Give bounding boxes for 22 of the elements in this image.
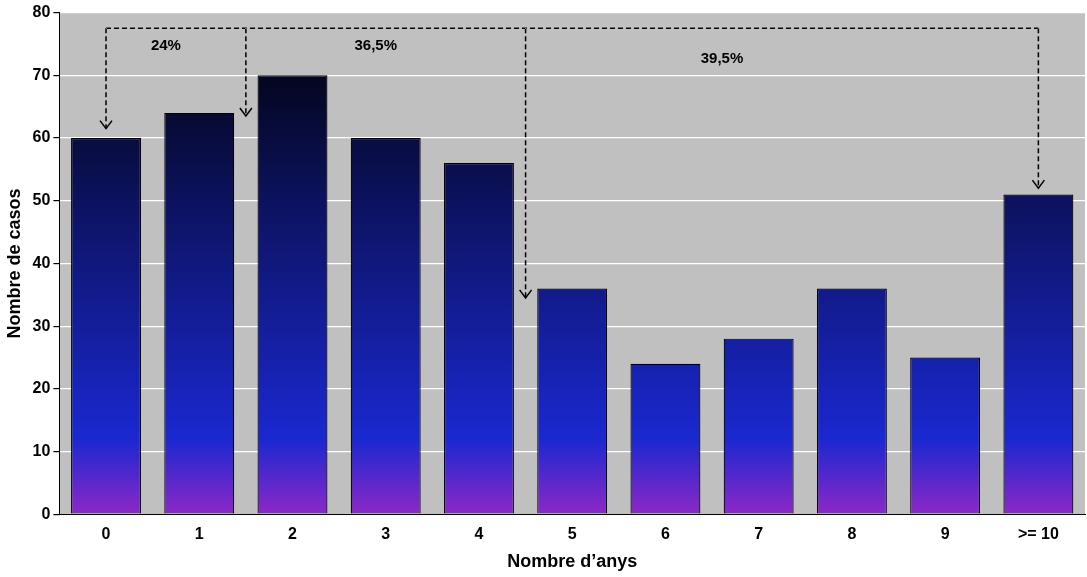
y-axis-title: Nombre de casos xyxy=(3,188,24,339)
x-tick-label: 4 xyxy=(474,525,484,543)
x-tick-label: 2 xyxy=(288,525,298,543)
y-tick-label: 80 xyxy=(32,3,51,21)
x-tick-label: 3 xyxy=(381,525,391,543)
x-tick-label: 8 xyxy=(847,525,857,543)
y-tick-label: 0 xyxy=(41,504,51,522)
y-tick-label: 30 xyxy=(32,316,51,334)
x-tick-label: 0 xyxy=(101,525,111,543)
x-tick-label: 1 xyxy=(194,525,204,543)
y-tick-label: 50 xyxy=(32,191,51,209)
y-tick-label: 20 xyxy=(32,379,51,397)
x-tick-label: 6 xyxy=(660,525,670,543)
x-tick-label: 5 xyxy=(567,525,577,543)
x-axis-title: Nombre d’anys xyxy=(507,551,638,572)
y-tick-label: 70 xyxy=(32,65,51,83)
x-tick-label: 7 xyxy=(754,525,764,543)
y-tick-label: 40 xyxy=(32,253,51,271)
x-tick-label: >= 10 xyxy=(1017,525,1059,543)
y-tick-label: 10 xyxy=(32,441,51,459)
x-tick-label: 9 xyxy=(940,525,950,543)
y-tick-label: 60 xyxy=(32,128,51,146)
